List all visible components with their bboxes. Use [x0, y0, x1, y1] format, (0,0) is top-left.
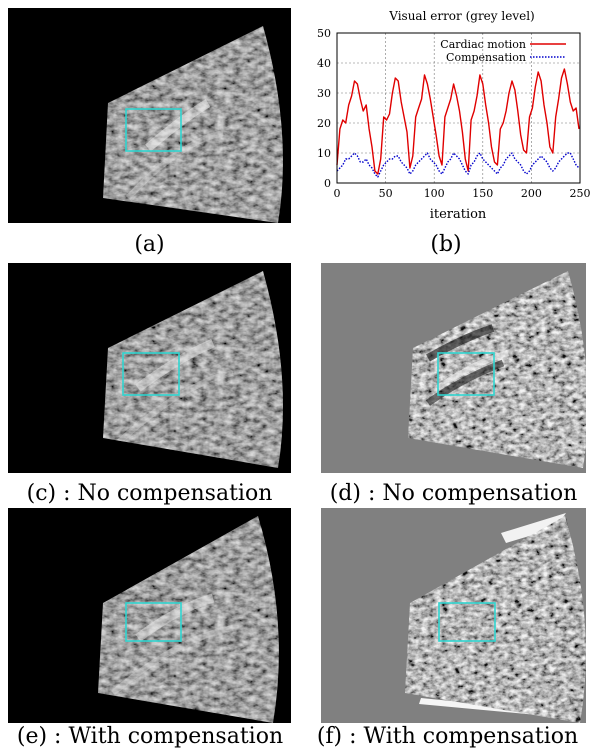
y-tick-label: 40: [317, 57, 331, 70]
y-tick-label: 0: [324, 177, 331, 190]
chart-grid: [337, 33, 580, 183]
series-line-cardiac-motion: [336, 68, 580, 175]
caption-c: (c) : No compensation: [26, 481, 273, 506]
chart-title: Visual error (grey level): [388, 9, 534, 23]
chart-ticks: 0 50 100 150 200 250 0 10 20 30 40 50: [317, 27, 590, 200]
caption-d: (d) : No compensation: [329, 481, 578, 506]
y-tick-label: 50: [317, 27, 331, 40]
y-tick-label: 20: [317, 117, 331, 130]
roi-box: [122, 352, 180, 396]
chart-legend: Cardiac motion Compensation: [440, 38, 566, 64]
series-line-compensation: [336, 152, 580, 178]
x-tick-label: 0: [334, 187, 341, 200]
caption-f: (f) : With compensation: [316, 724, 579, 749]
y-tick-label: 30: [317, 87, 331, 100]
difference-image-d: [321, 263, 586, 473]
x-tick-label: 150: [472, 187, 493, 200]
x-axis-label: iteration: [430, 207, 487, 222]
ultrasound-image-c: [8, 263, 291, 473]
roi-box: [125, 602, 182, 642]
visual-error-chart: Visual error (grey level) 0 50 100 150 200 25…: [302, 0, 590, 230]
x-tick-label: 200: [521, 187, 542, 200]
roi-box: [437, 352, 495, 396]
y-tick-label: 10: [317, 147, 331, 160]
x-tick-label: 100: [424, 187, 445, 200]
caption-a: (a): [134, 232, 165, 257]
difference-image-f: [321, 508, 586, 723]
legend-label-compensation: Compensation: [446, 51, 526, 64]
roi-box: [125, 108, 182, 152]
x-tick-label: 50: [379, 187, 393, 200]
caption-e: (e) : With compensation: [16, 724, 284, 749]
plot-frame: [336, 32, 581, 184]
x-tick-label: 250: [570, 187, 590, 200]
roi-box: [438, 602, 496, 642]
chart-series: [336, 68, 580, 178]
ultrasound-image-e: [8, 508, 291, 723]
caption-b: (b): [430, 232, 462, 257]
ultrasound-image-a: [8, 8, 291, 223]
legend-label-cardiac: Cardiac motion: [440, 38, 526, 51]
